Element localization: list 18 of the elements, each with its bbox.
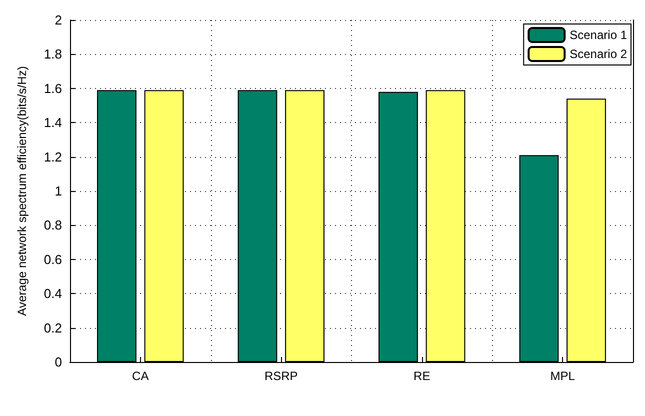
y-tick-label: 0.4 bbox=[44, 286, 62, 302]
y-tick-label: 1.6 bbox=[44, 80, 62, 96]
y-tick-label: 1 bbox=[54, 184, 62, 198]
legend-label: Scenario 1 bbox=[570, 28, 628, 42]
legend-label: Scenario 2 bbox=[570, 47, 628, 61]
y-tick-label: 1.2 bbox=[44, 149, 62, 164]
x-tick-label: CA bbox=[132, 369, 149, 383]
y-tick-label: 0.6 bbox=[44, 252, 62, 267]
x-tick-label: RE bbox=[414, 369, 430, 383]
x-tick-label: MPL bbox=[550, 369, 576, 383]
y-axis-title: Average network spectrum efficiency(bits/s/Hz) bbox=[15, 66, 29, 316]
y-tick-label: 2 bbox=[54, 12, 62, 28]
y-tick-label: 0 bbox=[54, 354, 62, 370]
y-tick-label: 0.8 bbox=[44, 218, 62, 233]
y-tick-label: 1.8 bbox=[44, 46, 62, 62]
y-tick-label: 0.2 bbox=[44, 320, 62, 336]
y-tick-label: 1.4 bbox=[44, 115, 62, 130]
x-tick-label: RSRP bbox=[264, 369, 298, 383]
